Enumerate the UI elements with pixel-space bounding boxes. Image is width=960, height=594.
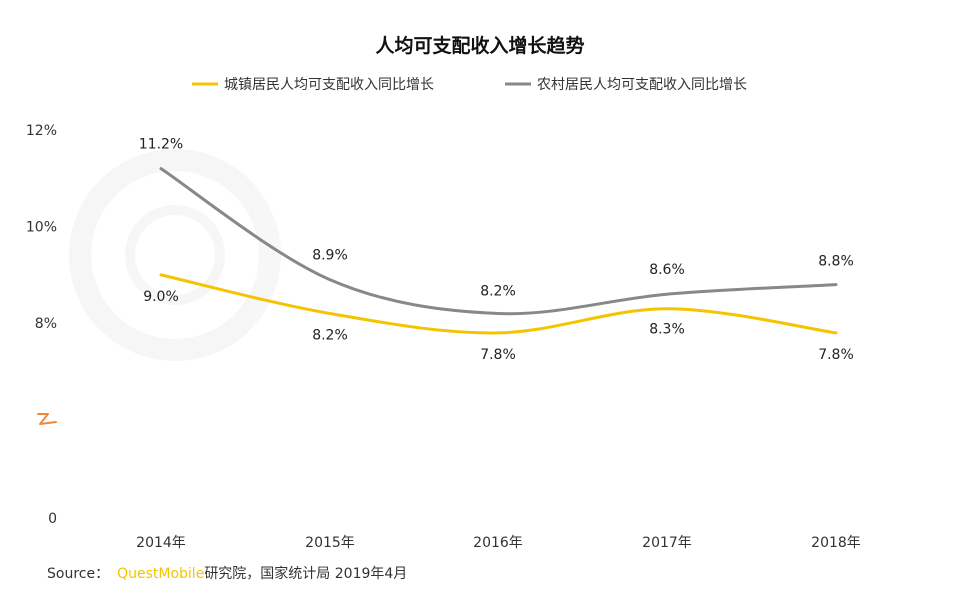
y-tick-label: 0 (48, 511, 57, 527)
x-tick-label: 2016年 (473, 535, 523, 551)
x-tick-label: 2014年 (136, 535, 186, 551)
legend: 城镇居民人均可支配收入同比增长 农村居民人均可支配收入同比增长 (192, 77, 747, 93)
axis-break-icon (37, 413, 57, 425)
y-tick-label: 12% (26, 123, 57, 139)
data-label: 8.8% (818, 254, 854, 270)
data-label: 7.8% (818, 347, 854, 363)
legend-label-1: 城镇居民人均可支配收入同比增长 (224, 77, 434, 93)
urban-income-growth-line (159, 273, 838, 335)
data-label: 8.3% (649, 322, 685, 338)
data-label: 7.8% (480, 347, 516, 363)
source-note: Source： QuestMobile研究院，国家统计局 2019年4月 (47, 563, 407, 583)
data-label: 8.2% (480, 284, 516, 300)
chart-title: 人均可支配收入增长趋势 (375, 34, 584, 57)
legend-label-2: 农村居民人均可支配收入同比增长 (537, 77, 747, 93)
x-axis: 2014年 2015年 2016年 2017年 2018年 (136, 535, 861, 551)
y-tick-label: 8% (35, 316, 57, 332)
series-layer (159, 167, 838, 335)
rural-income-growth-line (159, 167, 838, 316)
y-axis: 12% 10% 8% 0 (26, 123, 57, 527)
data-label: 11.2% (139, 137, 183, 153)
data-labels: 9.0% 8.2% 7.8% 8.3% 7.8% 11.2% 8.9% 8.2% 8.6% 8.8… (139, 137, 854, 363)
x-tick-label: 2015年 (305, 535, 355, 551)
data-label: 9.0% (143, 289, 179, 305)
source-rest: 研究院，国家统计局 2019年4月 (204, 566, 408, 582)
x-tick-label: 2018年 (811, 535, 861, 551)
x-tick-label: 2017年 (642, 535, 692, 551)
source-brand: QuestMobile (117, 566, 205, 582)
source-prefix: Source： (47, 566, 110, 582)
watermark (69, 149, 281, 361)
data-label: 8.9% (312, 248, 348, 264)
data-label: 8.2% (312, 328, 348, 344)
data-label: 8.6% (649, 262, 685, 278)
y-tick-label: 10% (26, 220, 57, 236)
